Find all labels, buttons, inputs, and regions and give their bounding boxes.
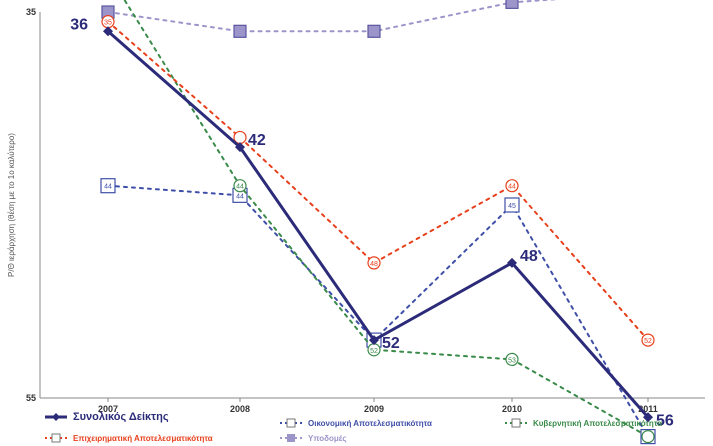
legend-marker <box>287 434 295 442</box>
data-label: 52 <box>382 335 400 352</box>
data-point <box>505 179 519 193</box>
marker-label: 52 <box>644 338 652 345</box>
data-point <box>504 197 520 213</box>
marker-label: 44 <box>508 184 516 191</box>
marker-label: 44 <box>236 184 244 191</box>
data-label: 48 <box>520 248 538 265</box>
legend-label: Κυβερνητική Αποτελεσματικότητα <box>533 419 662 428</box>
x-tick-label: 2011 <box>638 404 658 414</box>
legend-marker <box>286 418 296 428</box>
data-point <box>233 179 247 193</box>
legend-marker <box>511 418 521 428</box>
legend-label: Επιχειρηματική Αποτελεσματικότητα <box>73 434 213 443</box>
data-point <box>233 24 247 38</box>
legend-label: Συνολικός Δείκτης <box>73 411 169 423</box>
marker-label: 44 <box>104 184 112 191</box>
marker-label: 52 <box>370 348 378 355</box>
data-point <box>641 333 655 347</box>
marker-label: 48 <box>370 261 378 268</box>
series-line-2 <box>123 0 649 438</box>
data-point <box>367 256 381 270</box>
marker-label: 35 <box>104 20 112 27</box>
data-label: 42 <box>248 132 266 149</box>
marker-label: 45 <box>508 203 516 210</box>
data-point <box>367 24 381 38</box>
y-tick-label: 55 <box>26 393 36 403</box>
x-tick-label: 2009 <box>364 404 384 414</box>
legend-label: Υποδομές <box>308 434 347 443</box>
marker-label: 53 <box>508 357 516 364</box>
y-tick-label: 35 <box>26 7 36 17</box>
data-point <box>505 0 519 9</box>
data-point <box>100 178 116 194</box>
series-line-0 <box>106 29 650 419</box>
legend-marker <box>52 413 60 421</box>
legend-marker <box>51 433 61 443</box>
data-point <box>507 257 517 268</box>
data-point <box>505 352 519 366</box>
x-tick-label: 2010 <box>502 404 522 414</box>
data-point <box>369 335 379 346</box>
data-point <box>103 26 113 37</box>
data-label: 56 <box>656 412 674 429</box>
series-line-1 <box>107 184 649 438</box>
x-tick-label: 2007 <box>98 404 118 414</box>
data-label: 36 <box>70 16 88 33</box>
marker-label: 44 <box>236 193 244 200</box>
data-point <box>643 412 653 423</box>
legend-label: Οικονομική Αποτελεσματικότητα <box>308 419 432 428</box>
data-point <box>641 430 655 444</box>
x-tick-label: 2008 <box>230 404 250 414</box>
y-axis-label: Ρ/Θ ιεράρχηση (θέση με το 1ο καλύτερο) <box>7 133 16 277</box>
series-line-3 <box>107 20 649 342</box>
data-point <box>235 142 245 153</box>
